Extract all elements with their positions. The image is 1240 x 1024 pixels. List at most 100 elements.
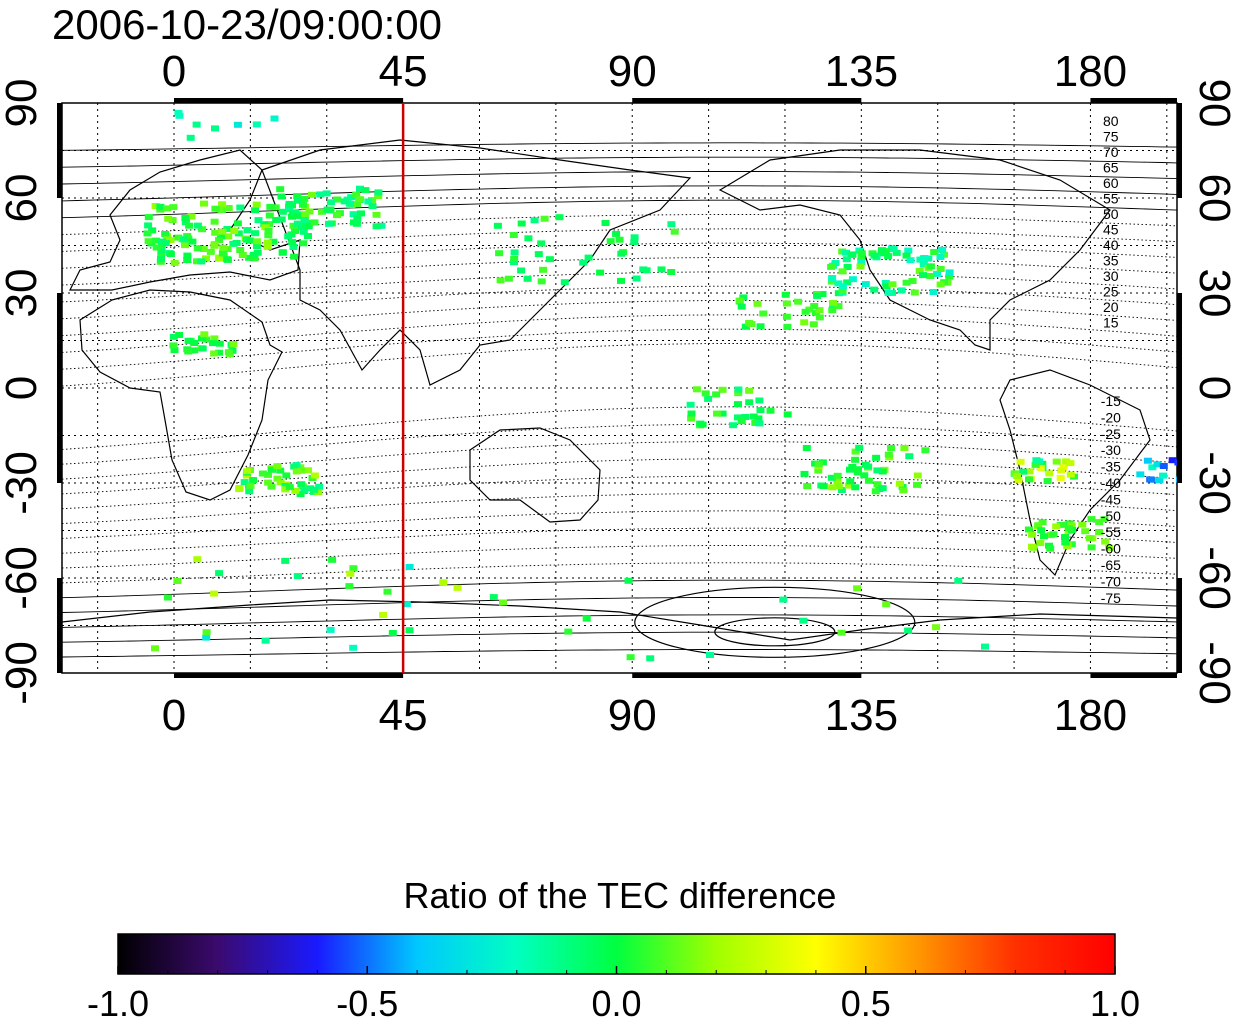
map-timestamp-title: 2006-10-23/09:00:00 [52, 1, 442, 48]
tec-data-cell [290, 463, 299, 470]
tec-data-cell [936, 281, 945, 288]
tec-data-cell [706, 652, 714, 658]
frame-bar-left [57, 578, 62, 673]
tec-data-cell [166, 251, 175, 258]
tec-data-cell [1056, 521, 1065, 528]
tec-data-cell [250, 255, 259, 262]
tec-data-cell [268, 466, 276, 473]
tec-data-cell [813, 292, 822, 299]
tec-data-cell [245, 488, 254, 495]
tec-data-cell [333, 196, 342, 203]
tec-data-cell [582, 615, 591, 622]
contour-label: -70 [1101, 573, 1121, 589]
frame-bar-right [1177, 388, 1182, 483]
tec-data-cell [218, 201, 227, 208]
tec-data-cell [304, 220, 313, 226]
contour-label: -55 [1101, 524, 1121, 540]
europe-coastline [69, 149, 301, 291]
tec-data-cell [377, 222, 386, 229]
tec-data-cell [282, 472, 291, 479]
tec-data-cell [349, 211, 358, 218]
tec-data-cell [170, 259, 179, 266]
tec-data-cell [224, 205, 233, 211]
tec-data-cell [379, 612, 388, 618]
tec-data-cell [1066, 460, 1075, 467]
tec-data-cell [1064, 525, 1073, 532]
tec-data-cell [755, 397, 764, 404]
tec-data-cell [252, 238, 261, 245]
tec-data-cell [496, 277, 505, 284]
tec-data-cell [905, 453, 914, 460]
frame-bar-top [1090, 98, 1177, 103]
tec-data-cell [223, 256, 231, 263]
tec-data-cell [802, 445, 811, 451]
tec-data-cell [174, 234, 183, 241]
tec-data-cell [299, 240, 308, 247]
tec-data-cell [285, 200, 294, 207]
contour-label: -25 [1101, 426, 1121, 442]
tec-data-cell [800, 470, 809, 477]
tec-data-cell [230, 228, 239, 234]
longitude-tick-label: 45 [379, 691, 428, 740]
tec-data-cell [642, 267, 651, 274]
tec-data-cell [1231, 161, 1239, 167]
tec-data-cell [346, 570, 355, 577]
tec-data-cell [301, 211, 310, 218]
tec-data-cell [199, 246, 208, 252]
tec-data-cell [234, 230, 243, 237]
south-america-coastline [999, 369, 1151, 577]
tec-data-cell [298, 223, 307, 230]
tec-data-cell [954, 577, 963, 584]
tec-data-cell [756, 407, 765, 414]
tec-data-cell [300, 195, 309, 202]
tec-data-cell [300, 217, 309, 223]
tec-data-cell [190, 340, 199, 346]
tec-data-cell [264, 232, 273, 239]
tec-data-cell [164, 215, 173, 222]
tec-data-cell [936, 266, 945, 272]
tec-data-cell [579, 259, 588, 266]
tec-data-cell [206, 248, 215, 255]
tec-data-cell [930, 249, 939, 255]
tec-data-cell [243, 227, 252, 234]
tec-data-cell [185, 222, 194, 229]
tec-data-cell [169, 342, 178, 349]
tec-data-cell [857, 253, 866, 260]
contour-line [62, 185, 1177, 202]
tec-data-cell [224, 233, 233, 240]
tec-data-cell [539, 266, 548, 273]
tec-data-cell [218, 228, 227, 235]
tec-data-cell [198, 345, 207, 352]
latitude-tick-label: 30 [1190, 269, 1239, 318]
tec-data-cell [848, 251, 857, 258]
tec-data-cell [193, 222, 202, 229]
tec-data-cell [297, 481, 306, 488]
tec-data-cell [833, 472, 842, 479]
tec-data-cell [1136, 471, 1145, 478]
longitude-tick-label: 135 [825, 47, 898, 96]
tec-data-cell [854, 466, 862, 473]
tec-data-cell [794, 298, 803, 305]
tec-data-cell [838, 283, 847, 290]
tec-data-cell [1034, 522, 1043, 529]
tec-data-cell [173, 578, 182, 584]
tec-data-cell [349, 565, 358, 572]
longitude-tick-label: 135 [825, 691, 898, 740]
tec-data-cell [1225, 165, 1233, 171]
longitude-tick-label: 180 [1054, 47, 1127, 96]
tec-data-cell [1019, 468, 1028, 475]
latitude-tick-label: -90 [0, 641, 46, 705]
tec-data-cell [161, 240, 170, 247]
tec-data-cell [368, 203, 377, 210]
tec-data-cell [157, 255, 165, 262]
tec-data-cell [809, 321, 818, 328]
colorbar-tick-label: -0.5 [336, 983, 398, 1024]
tec-data-cell [877, 247, 886, 254]
tec-data-cell [1057, 467, 1066, 474]
contour-label: 45 [1103, 222, 1119, 238]
contour-label: -45 [1101, 491, 1121, 507]
tec-data-cell [202, 336, 211, 343]
tec-data-cell [884, 451, 893, 458]
tec-data-cell [1143, 457, 1152, 464]
tec-data-cell [747, 321, 756, 327]
